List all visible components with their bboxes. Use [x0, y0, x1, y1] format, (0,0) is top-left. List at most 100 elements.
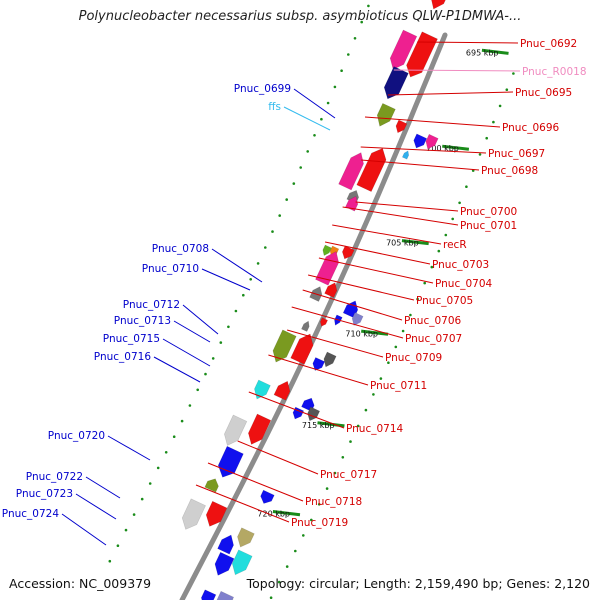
gene-label-pnuc-0708[interactable]: Pnuc_0708 [152, 243, 209, 255]
tick-dot [444, 233, 448, 237]
label-leader-line [342, 206, 459, 226]
gene-label-pnuc-0699[interactable]: Pnuc_0699 [234, 83, 291, 95]
scale-tick [317, 421, 345, 428]
gene-label-pnuc-0701[interactable]: Pnuc_0701 [460, 220, 517, 232]
gene-label-pnuc-0716[interactable]: Pnuc_0716 [94, 351, 152, 363]
gene-label-pnuc-r0018[interactable]: Pnuc_R0018 [522, 66, 587, 78]
gene-arrow [425, 133, 439, 150]
gene-label-pnuc-0705[interactable]: Pnuc_0705 [416, 295, 473, 307]
gene-label-pnuc-0718[interactable]: Pnuc_0718 [305, 496, 362, 508]
gene-label-recr[interactable]: recR [443, 239, 467, 251]
gene-arrow [376, 102, 396, 127]
scale-tick [361, 329, 389, 336]
gene-arrow [260, 489, 275, 504]
gene-arrow [430, 0, 450, 10]
tick-dot [148, 482, 152, 485]
gene-label-pnuc-0709[interactable]: Pnuc_0709 [385, 352, 442, 364]
gene-label-pnuc-0698[interactable]: Pnuc_0698 [481, 165, 538, 177]
gene-label-pnuc-0692[interactable]: Pnuc_0692 [520, 38, 577, 50]
gene-label-pnuc-0719[interactable]: Pnuc_0719 [291, 517, 348, 529]
gene-arrow [273, 380, 291, 401]
scale-label: 705 kbp [386, 239, 419, 248]
gene-label-pnuc-0696[interactable]: Pnuc_0696 [502, 122, 560, 134]
gene-arrow [324, 282, 338, 298]
tick-dot [317, 503, 321, 506]
gene-arrow [204, 478, 219, 493]
label-leader-line [268, 354, 369, 386]
gene-arrow [395, 119, 408, 134]
tick-dot [485, 136, 489, 140]
tick-dot [320, 117, 323, 121]
gene-label-pnuc-0714[interactable]: Pnuc_0714 [346, 423, 404, 435]
tick-dot [292, 182, 296, 185]
tick-dot [310, 518, 313, 522]
label-leader-line [107, 435, 151, 461]
label-leader-line [324, 241, 431, 265]
tick-dot [264, 246, 267, 249]
label-leader-line [286, 329, 384, 358]
gene-arrow [401, 150, 410, 160]
scale-label: 700 kbp [426, 144, 459, 153]
label-leader-line [201, 268, 251, 291]
gene-label-pnuc-0720[interactable]: Pnuc_0720 [48, 430, 105, 442]
tick-dot [313, 134, 316, 137]
scale-tick [401, 239, 429, 246]
tick-dot [478, 153, 482, 156]
gene-arrow [389, 29, 418, 70]
label-leader-line [85, 476, 121, 499]
scale-label: 715 kbp [302, 421, 335, 430]
tick-dot [188, 404, 192, 407]
topology-label: Topology: circular; Length: 2,159,490 bp… [246, 576, 590, 591]
tick-dot [341, 456, 345, 459]
tick-dot [423, 281, 427, 285]
gene-label-pnuc-0713[interactable]: Pnuc_0713 [114, 315, 171, 327]
gene-arrow [312, 357, 326, 371]
gene-label-pnuc-0722[interactable]: Pnuc_0722 [26, 471, 83, 483]
gene-label-pnuc-0706[interactable]: Pnuc_0706 [404, 315, 462, 327]
gene-arrow [301, 320, 310, 332]
tick-dot [437, 249, 441, 253]
gene-label-pnuc-0700[interactable]: Pnuc_0700 [460, 206, 517, 218]
gene-label-pnuc-0724[interactable]: Pnuc_0724 [2, 508, 60, 520]
tick-dot [249, 278, 252, 281]
scale-tick [481, 48, 509, 55]
tick-dot [306, 150, 310, 153]
gene-label-pnuc-0703[interactable]: Pnuc_0703 [432, 259, 489, 271]
tick-dot [234, 309, 238, 313]
tick-marks [108, 4, 515, 599]
gene-label-pnuc-0717[interactable]: Pnuc_0717 [320, 469, 377, 481]
gene-arrow [201, 589, 217, 600]
tick-dot [360, 20, 364, 24]
tick-dot [325, 487, 329, 490]
gene-label-pnuc-0695[interactable]: Pnuc_0695 [515, 87, 572, 99]
gene-label-pnuc-0723[interactable]: Pnuc_0723 [16, 488, 73, 500]
tick-dot [269, 596, 273, 599]
label-leader-line [162, 338, 211, 367]
tick-dot [349, 440, 352, 443]
label-leader-line [417, 41, 519, 44]
label-leader-line [211, 248, 263, 283]
gene-label-pnuc-0715[interactable]: Pnuc_0715 [103, 333, 160, 345]
tick-dot [256, 262, 260, 265]
tick-dot [416, 297, 419, 301]
gene-label-pnuc-0710[interactable]: Pnuc_0710 [142, 263, 199, 275]
tick-dot [227, 325, 230, 329]
tick-dot [333, 85, 337, 89]
gene-label-pnuc-0704[interactable]: Pnuc_0704 [435, 278, 493, 290]
tick-dot [140, 497, 144, 501]
tick-dot [277, 580, 281, 584]
label-leader-line [207, 462, 304, 502]
scale-label: 720 kbp [257, 510, 290, 519]
gene-label-ffs[interactable]: ffs [268, 101, 281, 113]
gene-label-pnuc-0707[interactable]: Pnuc_0707 [405, 333, 462, 345]
label-leader-line [237, 440, 319, 475]
gene-label-pnuc-0712[interactable]: Pnuc_0712 [123, 299, 180, 311]
label-leader-line [61, 513, 107, 546]
tick-dot [219, 341, 223, 344]
gene-arrow [356, 147, 387, 193]
tick-dot [299, 166, 303, 169]
gene-label-pnuc-0711[interactable]: Pnuc_0711 [370, 380, 427, 392]
tick-dot [367, 4, 370, 8]
gene-label-pnuc-0697[interactable]: Pnuc_0697 [488, 148, 545, 160]
